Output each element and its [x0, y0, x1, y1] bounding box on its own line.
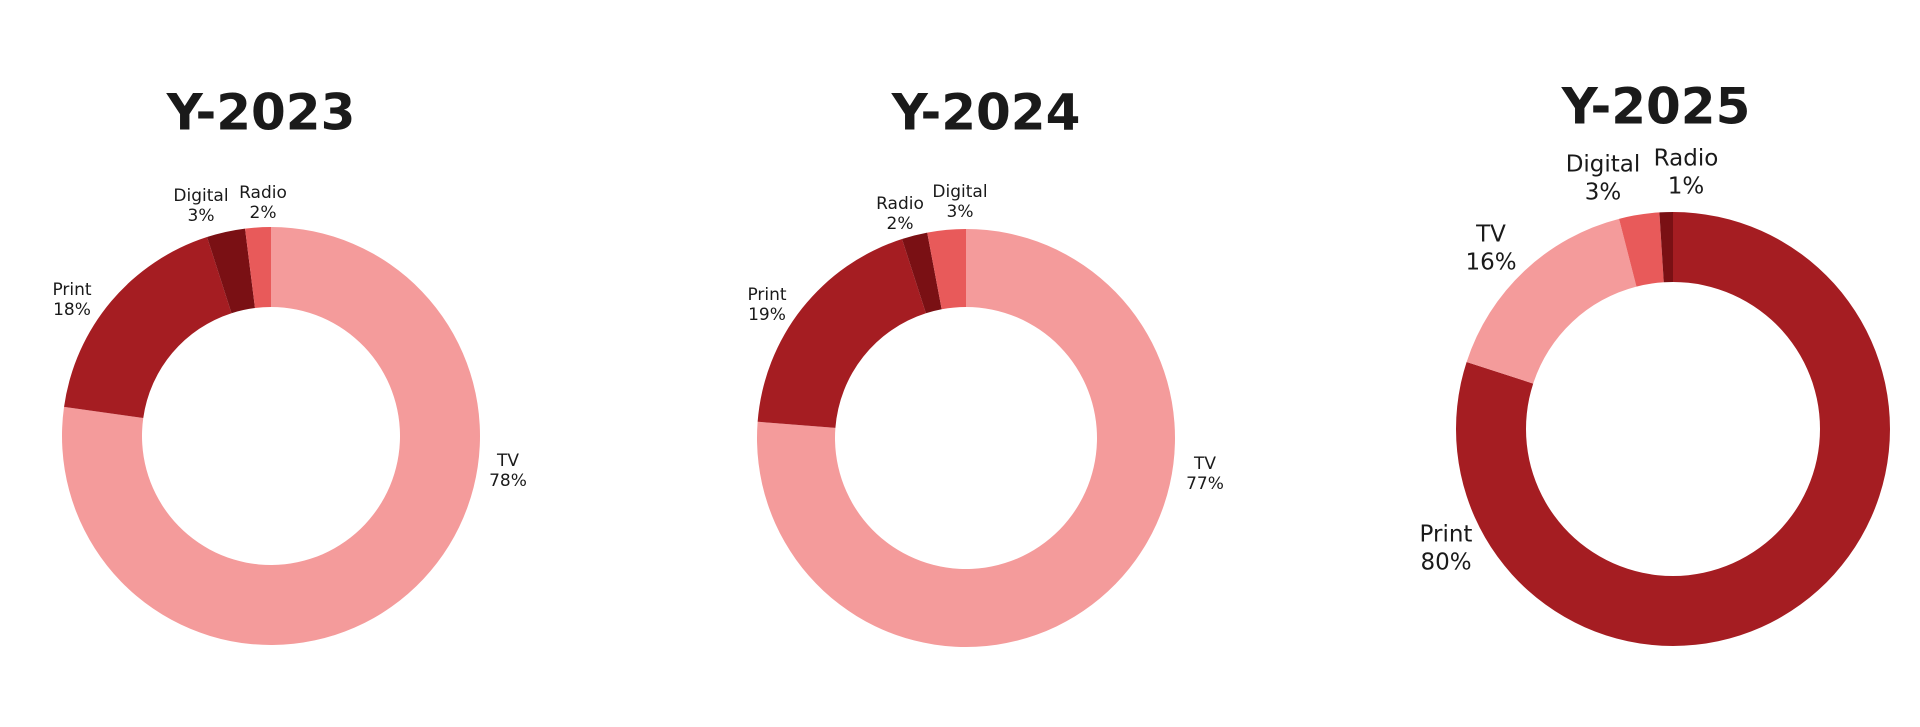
- donut-slice: [757, 239, 926, 428]
- slice-value-label: 1%: [1668, 173, 1705, 199]
- slice-label: Digital: [173, 186, 228, 206]
- donut-slice: [1619, 212, 1664, 287]
- slice-label: TV: [1193, 454, 1216, 474]
- slice-label: TV: [496, 451, 519, 471]
- slice-label: Digital: [1566, 152, 1641, 178]
- slice-value-label: 3%: [188, 206, 215, 226]
- slice-label: Print: [1420, 522, 1473, 548]
- slice-label: Radio: [239, 183, 287, 203]
- slice-value-label: 2%: [887, 214, 914, 234]
- slice-label: TV: [1475, 222, 1506, 248]
- donut-slice: [1659, 212, 1673, 283]
- slice-value-label: 78%: [489, 471, 527, 491]
- slice-label: Digital: [932, 182, 987, 202]
- donut-slice: [927, 229, 966, 310]
- donut-slice: [61, 227, 481, 645]
- slice-label: Radio: [876, 194, 924, 214]
- slice-value-label: 3%: [947, 202, 974, 222]
- donut-slice: [64, 237, 232, 419]
- donut-slice: [207, 228, 255, 314]
- slice-label: Print: [52, 280, 91, 300]
- donut-slice: [245, 227, 271, 308]
- slice-value-label: 16%: [1465, 249, 1516, 275]
- slice-value-label: 77%: [1186, 474, 1224, 494]
- slice-label: Radio: [1654, 146, 1719, 172]
- slice-value-label: 3%: [1585, 179, 1622, 205]
- slice-value-label: 19%: [748, 305, 786, 325]
- donut-slice: [757, 229, 1175, 647]
- slice-value-label: 2%: [250, 203, 277, 223]
- donut-slice: [1466, 218, 1637, 384]
- chart-title: Y-2024: [891, 84, 1081, 142]
- chart-title: Y-2025: [1561, 78, 1751, 136]
- chart-title: Y-2023: [166, 84, 356, 142]
- slice-value-label: 18%: [53, 300, 91, 320]
- donut-slice: [1455, 212, 1890, 646]
- slice-value-label: 80%: [1420, 549, 1471, 575]
- slice-label: Print: [747, 285, 786, 305]
- donut-slice: [902, 232, 942, 314]
